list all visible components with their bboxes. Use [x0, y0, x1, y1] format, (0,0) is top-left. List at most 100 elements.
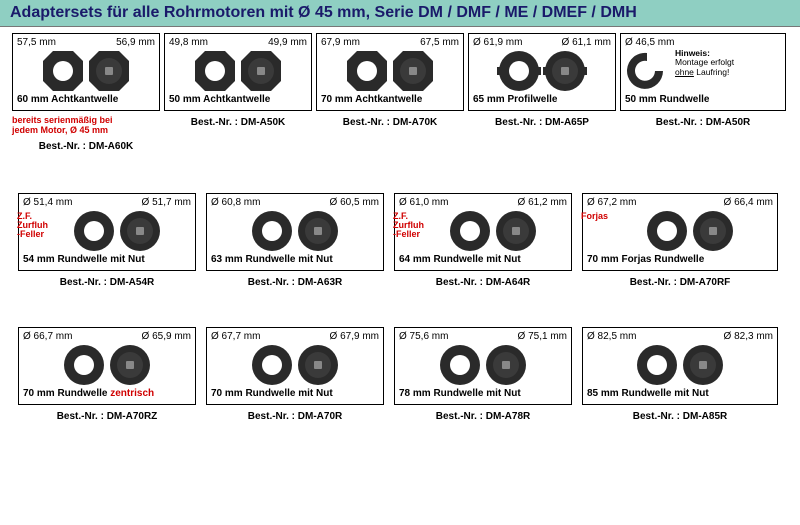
- order-number: Best.-Nr. : DM-A50K: [164, 117, 312, 128]
- adapter-pair: Hinweis:Montage erfolgtohne Laufring!: [625, 49, 781, 93]
- product-card: Ø 61,9 mmØ 61,1 mm65 mm Profilwelle: [468, 33, 616, 111]
- dim-right: 49,9 mm: [268, 37, 307, 48]
- adapter-drive-icon: [296, 209, 340, 253]
- dim-left: Ø 51,4 mm: [23, 197, 72, 208]
- product-name: 85 mm Rundwelle mit Nut: [587, 388, 773, 399]
- product-name: 78 mm Rundwelle mit Nut: [399, 388, 567, 399]
- adapter-ring-icon: [635, 343, 679, 387]
- dim-right: Ø 67,9 mm: [330, 331, 379, 342]
- adapter-ring-icon: [250, 209, 294, 253]
- dim-left: Ø 82,5 mm: [587, 331, 636, 342]
- product-card: Ø 46,5 mmHinweis:Montage erfolgtohne Lau…: [620, 33, 786, 111]
- product-name: 70 mm Achtkantwelle: [321, 94, 459, 105]
- dim-left: Ø 60,8 mm: [211, 197, 260, 208]
- adapter-pair: [399, 343, 567, 387]
- adapter-ring-icon: [41, 49, 85, 93]
- dimensions-row: Ø 66,7 mm Ø 65,9 mm: [23, 331, 191, 342]
- dimensions-row: Ø 60,8 mm Ø 60,5 mm: [211, 197, 379, 208]
- hinweis-note: Hinweis:Montage erfolgtohne Laufring!: [675, 49, 781, 93]
- product-name: 64 mm Rundwelle mit Nut: [399, 254, 567, 265]
- product-card: Ø 67,2 mm Ø 66,4 mm 70 mm Forjas Rundwelle…: [582, 193, 778, 271]
- brand-note: Z.F.Zurfluh-Feller: [17, 212, 57, 239]
- dim-left: Ø 67,7 mm: [211, 331, 260, 342]
- adapter-drive-icon: [108, 343, 152, 387]
- adapter-ring-icon: [250, 343, 294, 387]
- order-number: Best.-Nr. : DM-A63R: [206, 277, 384, 288]
- adapter-pair: [211, 343, 379, 387]
- brand-note: Z.F.Zurfluh-Feller: [393, 212, 433, 239]
- product-name: 60 mm Achtkantwelle: [17, 94, 155, 105]
- order-number: Best.-Nr. : DM-A70K: [316, 117, 464, 128]
- order-number: Best.-Nr. : DM-A70R: [206, 411, 384, 422]
- dim-right: Ø 75,1 mm: [518, 331, 567, 342]
- product-card: Ø 66,7 mm Ø 65,9 mm 70 mm Rundwelle zentri…: [18, 327, 196, 405]
- adapter-drive-icon: [87, 49, 131, 93]
- adapter-ring-icon: [645, 209, 689, 253]
- dimensions-row: 49,8 mm49,9 mm: [169, 37, 307, 48]
- adapter-ring-icon: [62, 343, 106, 387]
- adapter-drive-icon: [296, 343, 340, 387]
- order-number: Best.-Nr. : DM-A50R: [620, 117, 786, 128]
- adapter-ring-icon: [345, 49, 389, 93]
- product-card: Ø 61,0 mmØ 61,2 mm64 mm Rundwelle mit Nu…: [394, 193, 572, 271]
- adapter-ring-icon: [72, 209, 116, 253]
- order-number: Best.-Nr. : DM-A70RZ: [18, 411, 196, 422]
- dimensions-row: Ø 75,6 mmØ 75,1 mm: [399, 331, 567, 342]
- product-card: 49,8 mm49,9 mm50 mm Achtkantwelle: [164, 33, 312, 111]
- adapter-pair: [607, 209, 773, 253]
- dim-left: Ø 67,2 mm: [587, 197, 636, 208]
- order-number: Best.-Nr. : DM-A70RF: [582, 277, 778, 288]
- adapter-drive-icon: [543, 49, 587, 93]
- adapter-ring-icon: [448, 209, 492, 253]
- adapter-drive-icon: [239, 49, 283, 93]
- adapter-drive-icon: [494, 209, 538, 253]
- adapter-pair: [43, 209, 191, 253]
- dimensions-row: Ø 61,9 mm Ø 61,1 mm: [473, 37, 611, 48]
- order-number: Best.-Nr. : DM-A78R: [394, 411, 572, 422]
- dimensions-row: 67,9 mm 67,5 mm: [321, 37, 459, 48]
- dim-left: 67,9 mm: [321, 37, 360, 48]
- adapter-pair: [17, 49, 155, 93]
- dim-left: 57,5 mm: [17, 37, 56, 48]
- adapter-drive-icon: [484, 343, 528, 387]
- product-card: Ø 51,4 mm Ø 51,7 mm 54 mm Rundwelle mit Nu…: [18, 193, 196, 271]
- adapter-drive-icon: [681, 343, 725, 387]
- adapter-pair: [23, 343, 191, 387]
- dimensions-row: Ø 67,7 mm Ø 67,9 mm: [211, 331, 379, 342]
- dim-right: Ø 65,9 mm: [142, 331, 191, 342]
- product-card: Ø 82,5 mmØ 82,3 mm85 mm Rundwelle mit Nu…: [582, 327, 778, 405]
- adapter-drive-icon: [691, 209, 735, 253]
- product-name: 63 mm Rundwelle mit Nut: [211, 254, 379, 265]
- dim-left: Ø 61,9 mm: [473, 37, 522, 48]
- dim-left: Ø 66,7 mm: [23, 331, 72, 342]
- dimensions-row: Ø 67,2 mm Ø 66,4 mm: [587, 197, 773, 208]
- adapter-pair: [587, 343, 773, 387]
- product-name: 50 mm Rundwelle: [625, 94, 781, 105]
- product-name: 70 mm Rundwelle zentrisch: [23, 388, 191, 399]
- dim-right: Ø 60,5 mm: [330, 197, 379, 208]
- dim-right: 67,5 mm: [420, 37, 459, 48]
- dim-right: Ø 51,7 mm: [142, 197, 191, 208]
- dimensions-row: Ø 46,5 mm: [625, 37, 781, 48]
- adapter-ring-icon: [193, 49, 237, 93]
- product-name: 54 mm Rundwelle mit Nut: [23, 254, 191, 265]
- order-number: Best.-Nr. : DM-A85R: [582, 411, 778, 422]
- page-title: Adaptersets für alle Rohrmotoren mit Ø 4…: [0, 0, 800, 27]
- adapter-ring-icon: [497, 49, 541, 93]
- adapter-pair: [473, 49, 611, 93]
- adapter-pair: [169, 49, 307, 93]
- product-card: Ø 75,6 mmØ 75,1 mm 78 mm Rundwelle mit Nu…: [394, 327, 572, 405]
- adapter-pair: [321, 49, 459, 93]
- order-number: Best.-Nr. : DM-A65P: [468, 117, 616, 128]
- adapter-pair: [211, 209, 379, 253]
- dimensions-row: Ø 51,4 mm Ø 51,7 mm: [23, 197, 191, 208]
- product-name: 70 mm Rundwelle mit Nut: [211, 388, 379, 399]
- order-number: Best.-Nr. : DM-A54R: [18, 277, 196, 288]
- dim-right: 56,9 mm: [116, 37, 155, 48]
- dim-right: Ø 61,1 mm: [562, 37, 611, 48]
- product-card: Ø 60,8 mm Ø 60,5 mm 63 mm Rundwelle mit Nu…: [206, 193, 384, 271]
- dim-right: Ø 66,4 mm: [724, 197, 773, 208]
- product-name: 70 mm Forjas Rundwelle: [587, 254, 773, 265]
- dim-left: Ø 61,0 mm: [399, 197, 448, 208]
- product-card: 67,9 mm 67,5 mm 70 mm Achtkantwelle: [316, 33, 464, 111]
